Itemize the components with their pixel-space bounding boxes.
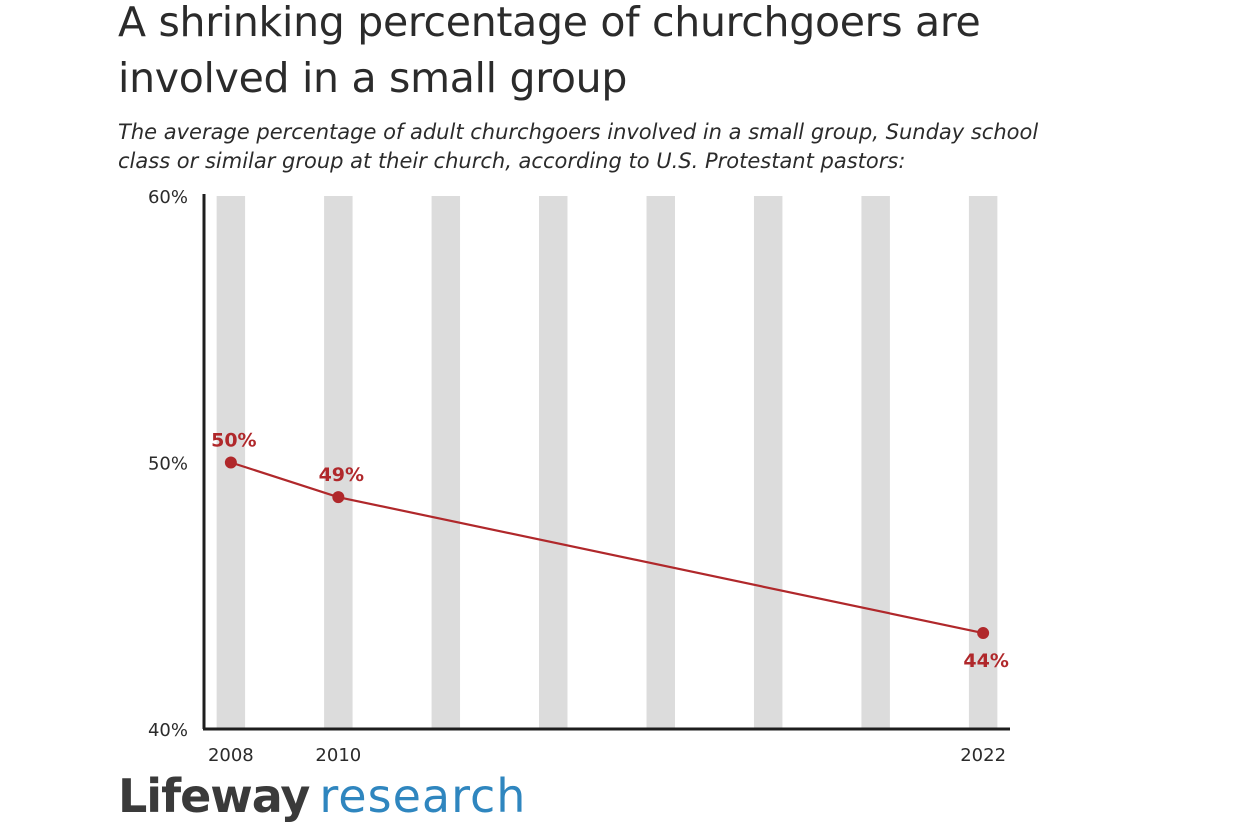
x-tick-label-2010: 2010: [315, 745, 361, 766]
y-tick-label-40: 40%: [148, 720, 188, 741]
data-point-2022: [977, 627, 990, 640]
y-tick-label-60: 60%: [148, 187, 188, 208]
background-band-2010: [324, 196, 353, 729]
data-label-2008: 50%: [211, 430, 256, 452]
background-band-2018: [753, 196, 783, 729]
data-point-2010: [332, 491, 345, 504]
x-tick-label-2008: 2008: [208, 745, 254, 766]
x-axis-ticks: 2008 2010 2022: [208, 745, 1006, 766]
logo-research-text: research: [319, 769, 527, 823]
chart-subtitle: The average percentage of adult churchgo…: [118, 120, 1039, 173]
background-band-2012: [431, 196, 461, 729]
data-label-2022: 44%: [963, 650, 1008, 672]
background-band-2016: [646, 196, 675, 729]
y-axis-ticks: 40% 50% 60%: [148, 187, 188, 741]
y-tick-label-50: 50%: [148, 454, 188, 475]
x-tick-label-2022: 2022: [960, 745, 1006, 766]
background-band-2014: [539, 196, 568, 729]
lifeway-research-logo: Lifeway research: [118, 766, 526, 826]
background-bands: [216, 196, 998, 729]
data-series: 50% 49% 44%: [211, 430, 1009, 673]
chart-axes: [202, 194, 1010, 731]
data-label-2010: 49%: [319, 464, 364, 486]
background-band-2022: [968, 196, 998, 729]
logo-brand-text: Lifeway: [118, 769, 310, 823]
background-band-2020: [861, 196, 890, 729]
chart-title: A shrinking percentage of churchgoers ar…: [118, 0, 981, 102]
data-point-2008: [224, 456, 237, 469]
